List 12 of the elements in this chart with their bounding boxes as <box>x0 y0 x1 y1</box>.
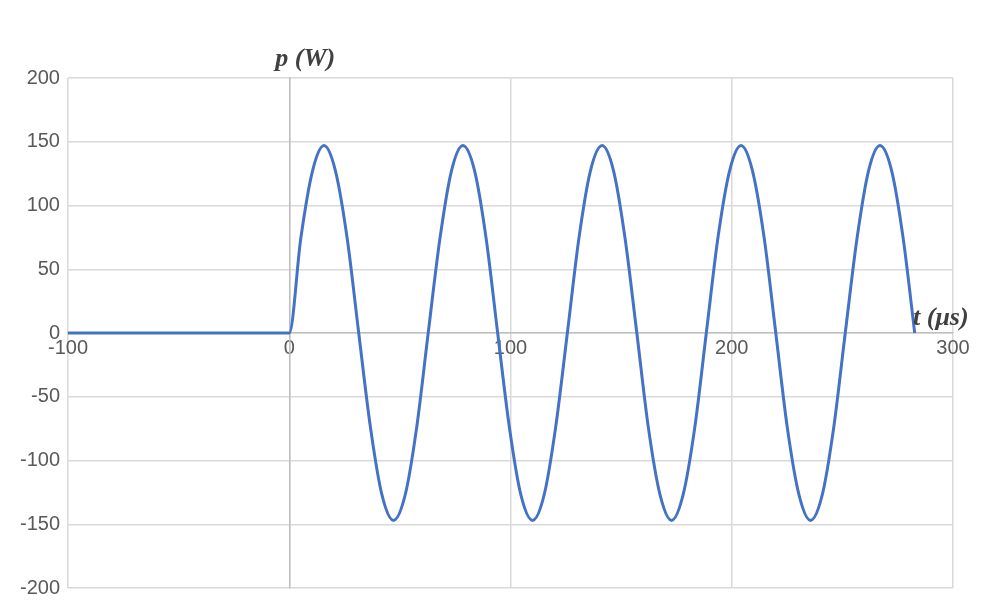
y-tick-label: 200 <box>26 65 60 88</box>
y-tick-label: -100 <box>19 448 60 471</box>
x-tick-label: 200 <box>715 335 749 358</box>
x-axis-title: t (μs) <box>913 301 969 331</box>
y-tick-label: 100 <box>26 193 60 216</box>
y-tick-label: 150 <box>26 129 60 152</box>
y-tick-label: -50 <box>31 384 60 407</box>
y-axis-title: p (W) <box>273 42 336 72</box>
y-tick-label: -150 <box>19 511 60 534</box>
y-tick-label: 50 <box>37 256 60 279</box>
x-tick-label: 300 <box>936 335 970 358</box>
y-tick-label: -200 <box>19 575 60 598</box>
